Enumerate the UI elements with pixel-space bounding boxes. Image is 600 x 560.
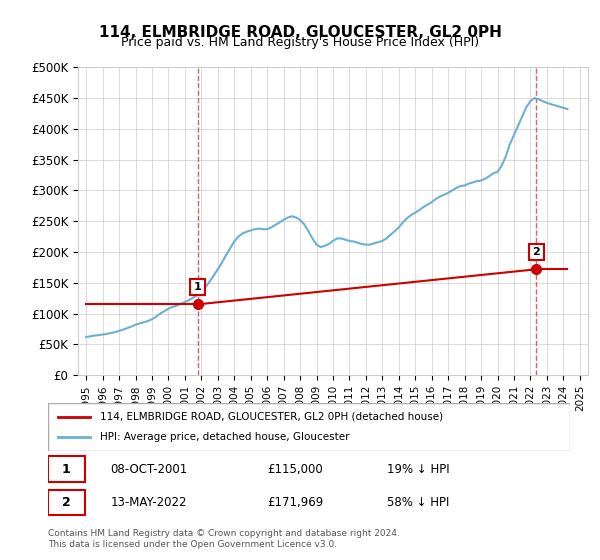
FancyBboxPatch shape bbox=[48, 456, 85, 482]
Text: Contains HM Land Registry data © Crown copyright and database right 2024.
This d: Contains HM Land Registry data © Crown c… bbox=[48, 529, 400, 549]
Text: 114, ELMBRIDGE ROAD, GLOUCESTER, GL2 0PH (detached house): 114, ELMBRIDGE ROAD, GLOUCESTER, GL2 0PH… bbox=[100, 412, 443, 422]
FancyBboxPatch shape bbox=[48, 403, 570, 451]
Text: Price paid vs. HM Land Registry's House Price Index (HPI): Price paid vs. HM Land Registry's House … bbox=[121, 36, 479, 49]
Text: £171,969: £171,969 bbox=[267, 496, 323, 509]
Text: £115,000: £115,000 bbox=[267, 463, 323, 475]
Text: HPI: Average price, detached house, Gloucester: HPI: Average price, detached house, Glou… bbox=[100, 432, 350, 442]
Text: 1: 1 bbox=[194, 282, 202, 292]
Text: 58% ↓ HPI: 58% ↓ HPI bbox=[388, 496, 449, 509]
Text: 19% ↓ HPI: 19% ↓ HPI bbox=[388, 463, 450, 475]
Text: 13-MAY-2022: 13-MAY-2022 bbox=[110, 496, 187, 509]
Text: 2: 2 bbox=[532, 247, 540, 257]
Text: 114, ELMBRIDGE ROAD, GLOUCESTER, GL2 0PH: 114, ELMBRIDGE ROAD, GLOUCESTER, GL2 0PH bbox=[98, 25, 502, 40]
Text: 2: 2 bbox=[62, 496, 71, 509]
Text: 08-OCT-2001: 08-OCT-2001 bbox=[110, 463, 188, 475]
FancyBboxPatch shape bbox=[48, 490, 85, 515]
Text: 1: 1 bbox=[62, 463, 71, 475]
